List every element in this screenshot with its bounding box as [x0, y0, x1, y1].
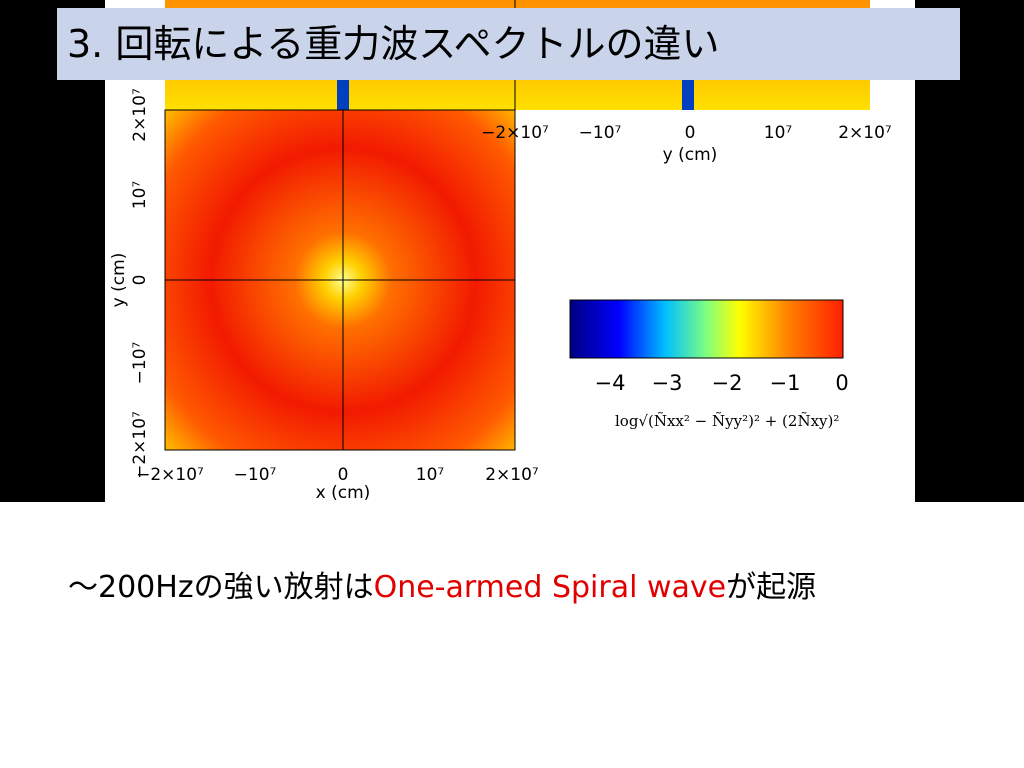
tick-label: 2×10⁷: [838, 123, 892, 143]
axis-label: y (cm): [663, 145, 718, 165]
colorbar-tick: 0: [835, 371, 848, 395]
axis-label: x (cm): [316, 483, 371, 502]
colorbar-tick: −2: [712, 371, 743, 395]
tick-label: 0: [130, 275, 150, 286]
axis-label: y (cm): [109, 253, 129, 308]
colorbar-label: log√(Ñxx² − Ñyy²)² + (2Ñxy)²: [615, 412, 839, 430]
tick-label: 0: [338, 465, 349, 485]
tick-label: 10⁷: [764, 123, 793, 143]
tick-label: 2×10⁷: [485, 465, 539, 485]
colorbar: [569, 299, 844, 359]
tick-label: −10⁷: [130, 341, 150, 384]
tick-label: 10⁷: [130, 181, 150, 210]
colorbar-tick: −3: [652, 371, 683, 395]
caption-highlight: One-armed Spiral wave: [373, 570, 727, 605]
tick-label: −2×10⁷: [481, 123, 549, 143]
tick-label: −10⁷: [234, 465, 277, 485]
tick-label: −10⁷: [579, 123, 622, 143]
tick-label: 2×10⁷: [130, 88, 150, 142]
tick-label: 10⁷: [416, 465, 445, 485]
colorbar-tick: −1: [770, 371, 801, 395]
tick-label: −2×10⁷: [130, 411, 150, 479]
colorbar-tick: −4: [595, 371, 626, 395]
caption-text: が起源: [726, 570, 817, 605]
caption-text: ～200Hzの強い放射は: [68, 570, 374, 605]
tick-label: 0: [685, 123, 696, 143]
slide-title: 3. 回転による重力波スペクトルの違い: [57, 8, 960, 80]
caption: ～200Hzの強い放射はOne-armed Spiral waveが起源: [68, 562, 816, 606]
tick-label: −2×10⁷: [136, 465, 204, 485]
